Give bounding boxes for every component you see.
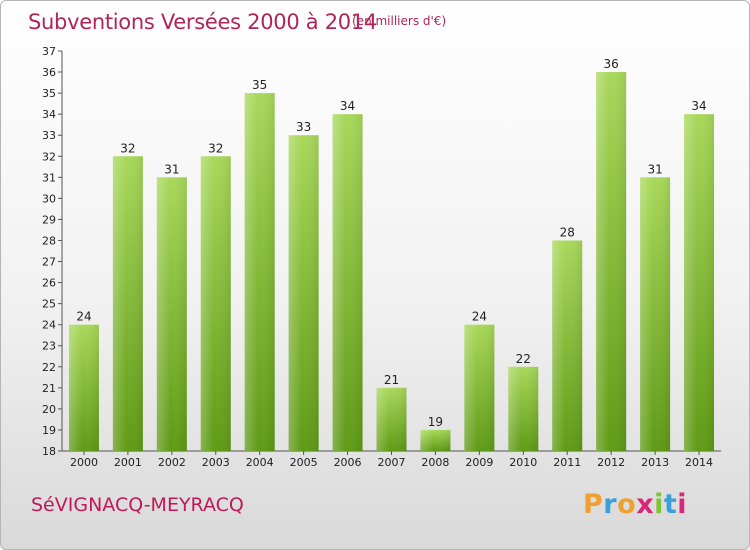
y-tick-label: 24: [42, 319, 56, 332]
y-tick-label: 31: [42, 171, 56, 184]
x-tick-label-2002: 2002: [158, 456, 186, 469]
logo-letter: r: [603, 489, 618, 520]
y-tick-label: 33: [42, 129, 56, 142]
chart-subtitle: (en milliers d'€): [352, 14, 447, 28]
data-label-2000: 24: [76, 310, 91, 324]
data-label-2002: 31: [164, 162, 179, 176]
x-tick-label-2014: 2014: [685, 456, 713, 469]
logo-letter: o: [617, 489, 637, 520]
y-tick-label: 21: [42, 382, 56, 395]
logo-letter: x: [636, 489, 655, 520]
data-label-2006: 34: [340, 99, 355, 113]
bar-shine-2001: [112, 156, 143, 451]
bars-group: [68, 72, 715, 452]
y-tick-label: 29: [42, 213, 56, 226]
x-tick-label-2009: 2009: [465, 456, 493, 469]
commune-name: SéVIGNACQ-MEYRACQ: [31, 494, 244, 516]
y-tick-label: 25: [42, 298, 56, 311]
x-tick-label-2004: 2004: [246, 456, 274, 469]
x-tick-label-2008: 2008: [421, 456, 449, 469]
x-tick-label-2003: 2003: [202, 456, 230, 469]
x-tick-label-2013: 2013: [641, 456, 669, 469]
y-tick-label: 35: [42, 87, 56, 100]
y-tick-label: 20: [42, 403, 56, 416]
data-label-2012: 36: [604, 57, 619, 71]
logo-letter: t: [663, 489, 678, 520]
logo-letter: P: [583, 489, 604, 520]
bar-shine-2007: [376, 387, 407, 451]
bar-shine-2000: [68, 324, 99, 451]
data-label-2001: 32: [120, 141, 135, 155]
bar-shine-2014: [684, 114, 715, 451]
bar-shine-2013: [640, 177, 671, 451]
bar-shine-2006: [332, 114, 363, 451]
data-label-2008: 19: [428, 415, 443, 429]
y-tick-label: 36: [42, 66, 56, 79]
y-tick-label: 18: [42, 445, 56, 458]
data-label-2010: 22: [516, 352, 531, 366]
data-label-2004: 35: [252, 78, 267, 92]
y-tick-label: 26: [42, 277, 56, 290]
y-tick-label: 30: [42, 192, 56, 205]
chart-title: Subventions Versées 2000 à 2014: [28, 10, 377, 34]
data-labels-group: 24 32 31 32 35 33 34 21 19 24 22 28 36 31 34: [76, 57, 706, 429]
bar-shine-2011: [552, 240, 583, 451]
data-label-2013: 31: [647, 162, 662, 176]
proxiti-logo[interactable]: Proxiti: [583, 489, 687, 520]
logo-letter: i: [677, 489, 688, 520]
y-tick-label: 34: [42, 108, 56, 121]
y-tick-label: 32: [42, 150, 56, 163]
y-tick-label: 19: [42, 424, 56, 437]
bar-shine-2003: [200, 156, 231, 451]
x-tick-label-2011: 2011: [553, 456, 581, 469]
bar-shine-2012: [596, 72, 627, 451]
bar-shine-2009: [464, 324, 495, 451]
x-tick-label-2007: 2007: [378, 456, 406, 469]
x-tick-label-2010: 2010: [509, 456, 537, 469]
y-tick-label: 27: [42, 256, 56, 269]
bar-shine-2002: [156, 177, 187, 451]
y-tick-label: 22: [42, 361, 56, 374]
axes: 18 19 20 21 22 23 24 25 26 27 28 29 30 31 32 33 34 35 36 37…: [42, 45, 721, 469]
logo-letter: i: [654, 489, 664, 520]
data-label-2007: 21: [384, 373, 399, 387]
bar-shine-2004: [244, 93, 275, 452]
x-tick-label-2012: 2012: [597, 456, 625, 469]
x-tick-label-2005: 2005: [290, 456, 318, 469]
bar-shine-2005: [288, 135, 319, 452]
data-label-2014: 34: [691, 99, 706, 113]
y-tick-label: 23: [42, 340, 56, 353]
y-tick-label: 37: [42, 45, 56, 58]
data-label-2003: 32: [208, 141, 223, 155]
bar-shine-2008: [420, 429, 451, 451]
x-tick-label-2000: 2000: [70, 456, 98, 469]
y-tick-label: 28: [42, 234, 56, 247]
x-tick-label-2001: 2001: [114, 456, 142, 469]
bar-shine-2010: [508, 366, 539, 451]
x-tick-label-2006: 2006: [334, 456, 362, 469]
data-label-2009: 24: [472, 310, 487, 324]
data-label-2011: 28: [560, 225, 575, 239]
data-label-2005: 33: [296, 120, 311, 134]
